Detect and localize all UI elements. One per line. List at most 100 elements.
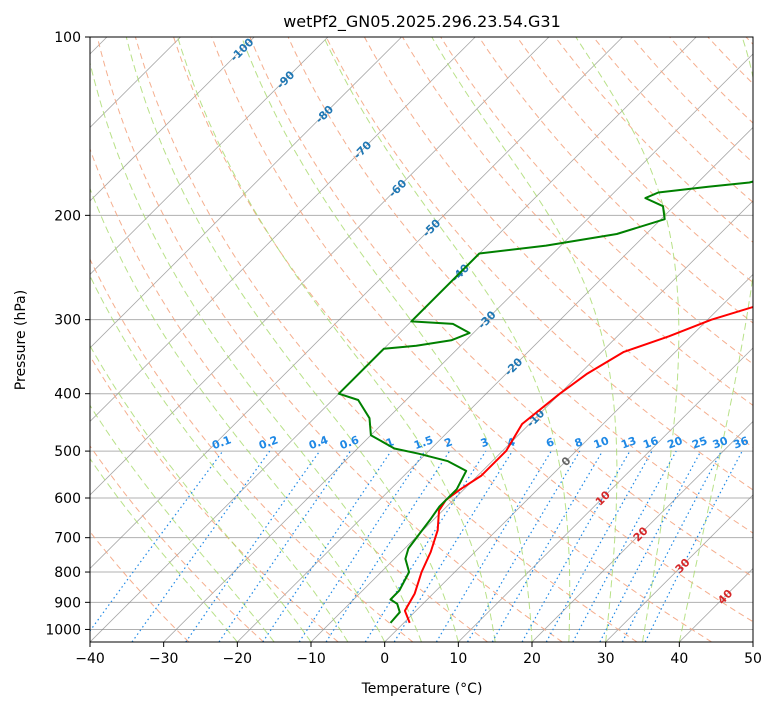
isotherm-line [458, 347, 753, 642]
mixing-ratio-line [325, 450, 451, 642]
dry-adiabat-line [90, 258, 414, 642]
isotherm-label: -100 [228, 35, 257, 64]
x-tick-label: 20 [523, 651, 541, 667]
mixing-ratio-line [435, 450, 552, 642]
dry-adiabat-line [249, 37, 753, 578]
mixing-ratio-line [572, 450, 677, 642]
isotherm-label: -90 [274, 68, 297, 91]
moist-adiabat-line [90, 61, 422, 642]
isotherm-line [90, 37, 402, 349]
mixing-ratio-line [491, 450, 604, 642]
mixing-ratio-label: 0.2 [257, 433, 280, 452]
mixing-ratio-label: 8 [573, 435, 585, 450]
dry-adiabat-line [707, 37, 753, 85]
plot-frame [89, 36, 754, 643]
mixing-ratio-line [545, 450, 653, 642]
y-tick-label: 400 [54, 387, 81, 403]
x-axis-title: Temperature (°C) [361, 681, 483, 697]
mixing-ratio-label: 30 [711, 434, 730, 452]
isotherm-line [90, 37, 255, 202]
dry-adiabat-line [592, 37, 753, 204]
dry-adiabat-label: 20 [631, 524, 651, 544]
isotherm-line [90, 37, 476, 423]
x-tick-label: −40 [75, 651, 105, 667]
dry-adiabat-line [478, 37, 753, 324]
y-tick-label: 800 [54, 565, 81, 581]
dry-adiabat-line [325, 37, 753, 491]
isotherm-line [90, 37, 550, 496]
x-axis: −40 −30 −20 −10 0 10 20 30 40 50 [75, 642, 762, 667]
dry-adiabat-line [211, 37, 753, 623]
dry-adiabat-label: 0 [559, 454, 574, 469]
dry-adiabat-line [96, 37, 563, 642]
mixing-ratio-line [298, 450, 426, 642]
mixing-ratio-label: 16 [641, 434, 660, 452]
isotherm-label: -60 [386, 177, 409, 200]
mixing-ratio-label: 0.6 [338, 433, 361, 452]
dry-adiabat-line [669, 37, 753, 124]
y-axis: 100 200 300 400 500 600 700 800 900 1000 [45, 30, 90, 638]
isotherm-line [605, 494, 753, 642]
isotherm-label: -20 [502, 355, 525, 378]
mixing-ratio-label: 2 [443, 435, 455, 450]
moist-adiabat-line [678, 37, 753, 642]
mixing-ratio-line [466, 450, 581, 642]
mixing-ratio-label: 0.1 [210, 433, 233, 452]
moist-adiabat-line [431, 37, 618, 642]
mixing-ratio-label: 10 [592, 434, 611, 452]
mixing-ratio-line [185, 450, 321, 642]
x-tick-label: −10 [296, 651, 326, 667]
mixing-ratio-line [364, 450, 487, 642]
dry-adiabat-line [134, 37, 638, 642]
moist-adiabat-line [90, 274, 349, 642]
x-tick-label: −30 [149, 651, 179, 667]
isotherm-line [90, 37, 623, 570]
x-tick-label: 30 [597, 651, 615, 667]
y-tick-label: 300 [54, 313, 81, 329]
mixing-ratio-label: 25 [690, 434, 709, 451]
y-axis-title: Pressure (hPa) [13, 290, 29, 390]
y-tick-label: 500 [54, 444, 81, 460]
y-tick-label: 200 [54, 208, 81, 224]
dry-adiabat-line [90, 147, 488, 642]
y-tick-label: 900 [54, 595, 81, 611]
chart-title: wetPf2_GN05.2025.296.23.54.G31 [283, 12, 561, 32]
mixing-ratio-line [521, 450, 631, 642]
mixing-ratio-line [393, 450, 513, 642]
mixing-ratio-label: 6 [544, 435, 556, 450]
y-tick-label: 1000 [45, 622, 81, 638]
temperature-profile-line [403, 305, 753, 624]
isotherm-label: -50 [420, 216, 443, 239]
dewpoint-profile-line [337, 180, 753, 624]
moist-adiabat-line [90, 187, 386, 642]
dry-adiabat-line [287, 37, 753, 534]
dry-adiabat-line [363, 37, 753, 448]
mixing-ratio-line [599, 450, 702, 642]
x-tick-label: 40 [670, 651, 688, 667]
mixing-ratio-label: 20 [666, 434, 685, 452]
moist-adiabat-line [125, 37, 459, 642]
isotherm-line [90, 37, 329, 275]
y-tick-label: 100 [54, 30, 81, 46]
isotherm-line [531, 420, 753, 642]
dry-adiabat-line [90, 445, 264, 642]
isotherm-line [310, 200, 753, 642]
isotherm-line [163, 53, 753, 642]
moist-adiabat-line [177, 37, 496, 642]
dry-adiabat-line [516, 37, 753, 284]
moist-adiabat-line [241, 37, 533, 642]
dry-adiabat-line [90, 355, 339, 642]
isotherm-line [90, 37, 697, 642]
mixing-ratio-label: 13 [619, 434, 638, 451]
mixing-ratio-label: 0.4 [307, 433, 330, 452]
x-tick-label: −20 [223, 651, 253, 667]
sounding-profiles [337, 180, 753, 624]
dry-adiabat-line [745, 37, 753, 45]
isotherm-line [679, 567, 753, 642]
isotherm-line [237, 126, 753, 642]
dry-adiabat-line [631, 37, 753, 164]
background-lines [90, 37, 753, 642]
y-tick-label: 700 [54, 531, 81, 547]
